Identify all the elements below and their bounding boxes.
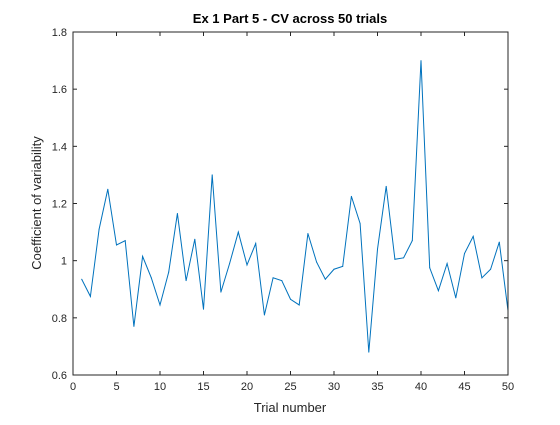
data-point bbox=[81, 278, 83, 280]
x-tick-label: 5 bbox=[113, 381, 119, 393]
data-point bbox=[394, 258, 396, 260]
y-axis-label: Coefficient of variability bbox=[29, 136, 44, 270]
data-point bbox=[472, 235, 474, 237]
data-point bbox=[333, 268, 335, 270]
x-tick-label: 20 bbox=[241, 381, 253, 393]
x-tick-label: 40 bbox=[415, 381, 427, 393]
data-points bbox=[81, 60, 509, 353]
x-tick-label: 10 bbox=[154, 381, 166, 393]
data-point bbox=[342, 265, 344, 267]
y-tick-label: 1.2 bbox=[52, 199, 67, 211]
data-point bbox=[124, 240, 126, 242]
data-point bbox=[176, 213, 178, 214]
y-tick-label: 1.6 bbox=[52, 84, 67, 96]
data-point bbox=[194, 238, 196, 240]
data-point bbox=[420, 60, 422, 62]
data-point bbox=[324, 278, 326, 280]
y-tick-label: 0.6 bbox=[52, 370, 67, 382]
data-point bbox=[368, 351, 370, 353]
data-point bbox=[385, 185, 387, 187]
data-point bbox=[481, 277, 483, 279]
data-point bbox=[246, 264, 248, 266]
x-tick-label: 25 bbox=[284, 381, 296, 393]
y-tick-label: 1 bbox=[61, 256, 67, 268]
series-line bbox=[81, 60, 509, 353]
data-point bbox=[159, 304, 161, 306]
data-point bbox=[150, 277, 152, 279]
chart-title: Ex 1 Part 5 - CV across 50 trials bbox=[193, 11, 387, 26]
data-point bbox=[272, 277, 274, 279]
data-point bbox=[498, 241, 500, 243]
data-point bbox=[437, 290, 439, 292]
x-tick-label: 0 bbox=[70, 381, 76, 393]
data-point bbox=[490, 268, 492, 270]
x-tick-label: 35 bbox=[371, 381, 383, 393]
x-tick-label: 15 bbox=[197, 381, 209, 393]
data-point bbox=[203, 308, 204, 310]
data-point bbox=[142, 255, 144, 257]
data-point bbox=[411, 240, 413, 242]
data-point bbox=[307, 233, 309, 235]
y-tick-label: 0.8 bbox=[52, 313, 67, 325]
x-axis-label: Trial number bbox=[254, 400, 327, 415]
x-tick-label: 50 bbox=[502, 381, 514, 393]
plot-area bbox=[73, 32, 508, 375]
data-point bbox=[89, 295, 91, 297]
x-tick-label: 30 bbox=[328, 381, 340, 393]
data-point bbox=[185, 280, 187, 282]
data-point bbox=[220, 291, 222, 293]
axes-box bbox=[72, 31, 509, 376]
data-point bbox=[263, 314, 265, 316]
y-tick-label: 1.8 bbox=[52, 27, 67, 39]
data-point bbox=[237, 231, 239, 233]
data-point bbox=[446, 263, 448, 265]
y-tick-label: 1.4 bbox=[52, 141, 67, 153]
data-point bbox=[298, 304, 300, 306]
data-point bbox=[211, 174, 213, 176]
data-point bbox=[455, 297, 457, 299]
data-point bbox=[403, 257, 405, 259]
data-point bbox=[229, 263, 231, 265]
data-point bbox=[377, 248, 378, 250]
data-point bbox=[98, 228, 100, 230]
data-point bbox=[316, 261, 318, 263]
data-point bbox=[429, 267, 431, 269]
data-point bbox=[168, 271, 170, 273]
data-point bbox=[290, 298, 291, 300]
data-point bbox=[359, 223, 361, 225]
data-point bbox=[255, 243, 257, 245]
x-ticks: 0 5 10 15 20 25 30 35 40 45 50 bbox=[70, 32, 514, 393]
data-point bbox=[107, 188, 109, 190]
data-point bbox=[116, 244, 117, 246]
data-point bbox=[464, 253, 465, 255]
data-point bbox=[133, 325, 135, 327]
x-tick-label: 45 bbox=[458, 381, 470, 393]
data-point bbox=[350, 195, 352, 197]
data-point bbox=[281, 280, 283, 282]
